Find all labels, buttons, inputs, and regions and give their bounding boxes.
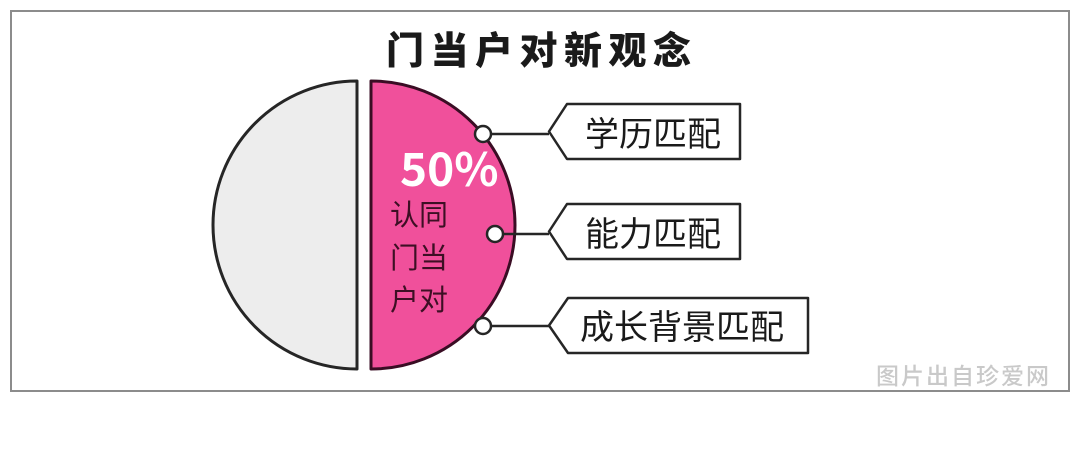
svg-text:成长背景匹配: 成长背景匹配 bbox=[580, 300, 784, 349]
svg-text:户对: 户对 bbox=[390, 277, 448, 319]
svg-text:50%: 50% bbox=[400, 134, 499, 200]
svg-text:门当: 门当 bbox=[390, 235, 448, 277]
svg-text:学历匹配: 学历匹配 bbox=[585, 107, 721, 156]
svg-text:认同: 认同 bbox=[390, 192, 448, 234]
svg-text:能力匹配: 能力匹配 bbox=[585, 207, 721, 256]
